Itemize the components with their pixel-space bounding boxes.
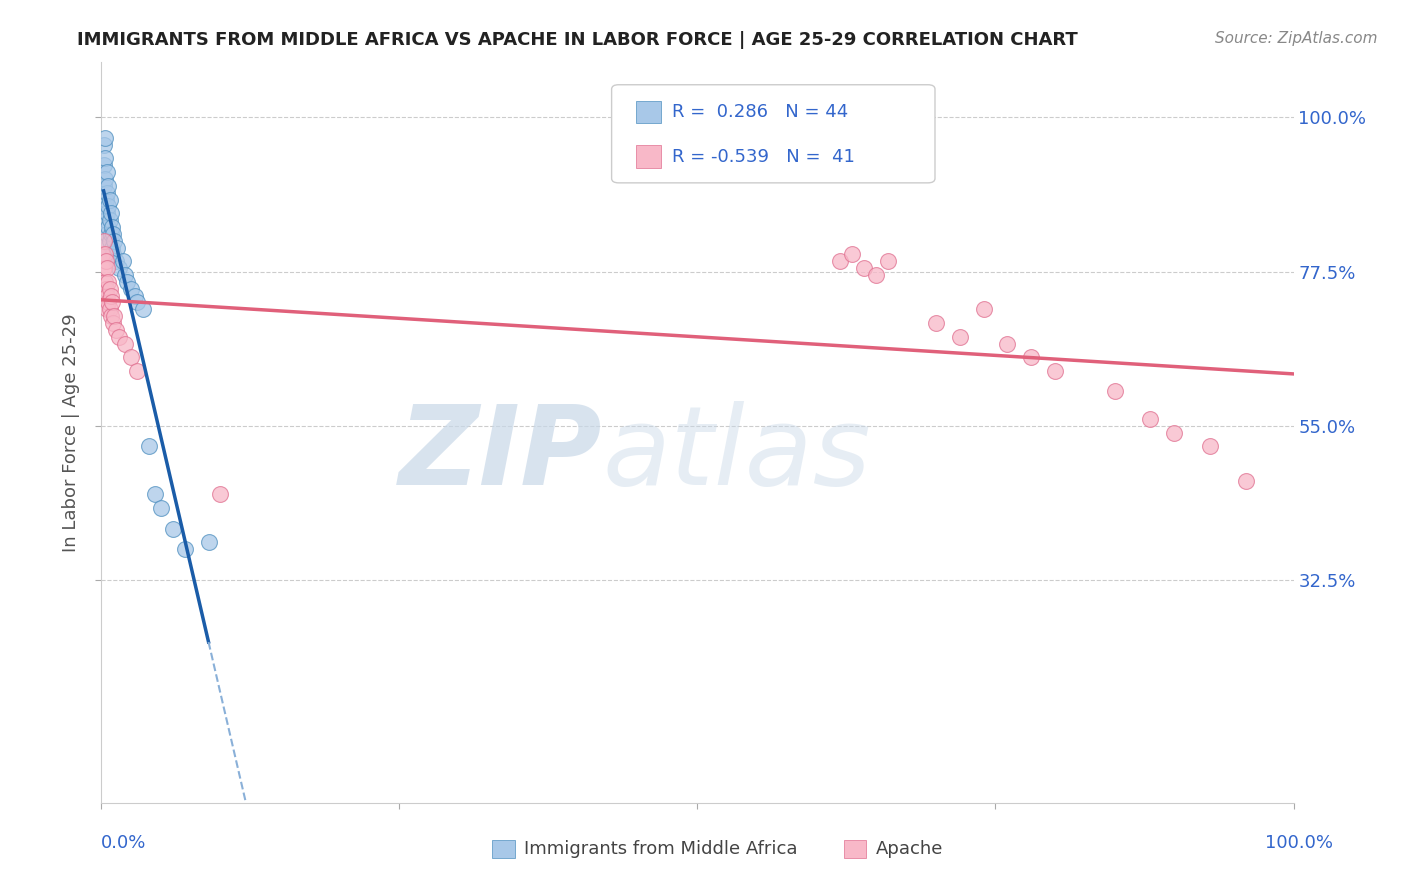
Point [94,152,117,166]
Point [96,261,118,276]
Point [125,295,148,310]
Point [101,227,124,241]
Point [94,213,117,227]
Point [94,254,117,268]
Point [114,336,136,351]
Point [124,288,146,302]
Point [100,206,122,220]
Point [94,131,117,145]
Point [114,268,136,282]
Point [108,329,131,343]
Point [96,206,118,220]
Point [1139,412,1161,426]
Point [97,295,120,310]
Point [973,302,995,317]
Point [93,137,115,152]
Point [841,247,863,261]
Point [96,288,118,302]
Point [1163,425,1185,440]
Point [101,316,124,330]
Point [995,336,1018,351]
Point [96,227,118,241]
Point [877,254,900,268]
Point [94,193,117,207]
Point [162,522,184,536]
Point [830,254,852,268]
Point [111,254,134,268]
Text: Immigrants from Middle Africa: Immigrants from Middle Africa [524,840,799,858]
Point [101,247,124,261]
Point [94,172,117,186]
Text: 100.0%: 100.0% [1265,834,1333,852]
Point [103,234,125,248]
Point [94,234,117,248]
Point [173,542,195,557]
Point [120,282,142,296]
Point [93,261,115,276]
Point [93,234,115,248]
Point [91,247,114,261]
Point [143,487,166,501]
Text: 0.0%: 0.0% [101,834,146,852]
Point [132,302,155,317]
Point [98,193,121,207]
Point [96,247,118,261]
Point [98,302,121,317]
Point [117,275,139,289]
Point [1104,384,1126,399]
Point [108,261,131,276]
Point [209,487,232,501]
Point [120,350,142,364]
Point [925,316,948,330]
Point [94,275,117,289]
Point [104,323,127,337]
Point [94,282,117,296]
Point [96,165,118,179]
Text: IMMIGRANTS FROM MIDDLE AFRICA VS APACHE IN LABOR FORCE | AGE 25-29 CORRELATION C: IMMIGRANTS FROM MIDDLE AFRICA VS APACHE … [77,31,1078,49]
Point [97,219,120,234]
Point [1234,474,1257,488]
Y-axis label: In Labor Force | Age 25-29: In Labor Force | Age 25-29 [62,313,80,552]
Point [1199,439,1222,453]
Point [100,288,122,302]
Point [125,364,148,378]
Point [94,247,117,261]
Point [101,240,124,255]
Point [98,213,121,227]
Point [96,186,118,200]
Point [93,178,115,193]
Point [98,282,121,296]
Text: atlas: atlas [602,401,870,508]
Text: ZIP: ZIP [398,401,602,508]
Point [97,275,120,289]
Point [100,309,122,323]
Point [103,309,125,323]
Text: R =  0.286   N = 44: R = 0.286 N = 44 [672,103,848,121]
Text: Apache: Apache [876,840,943,858]
Point [98,234,121,248]
Point [93,199,115,213]
Text: Source: ZipAtlas.com: Source: ZipAtlas.com [1215,31,1378,46]
Point [1019,350,1042,364]
Point [97,178,120,193]
Point [93,158,115,172]
Point [853,261,876,276]
Point [138,439,160,453]
Point [96,302,118,317]
Point [101,219,124,234]
Point [104,254,127,268]
Point [949,329,972,343]
Point [97,199,120,213]
Point [1043,364,1066,378]
Text: R = -0.539   N =  41: R = -0.539 N = 41 [672,147,855,166]
Point [149,501,172,516]
Point [105,240,128,255]
Point [197,535,219,549]
Point [101,295,124,310]
Point [100,227,122,241]
Point [865,268,887,282]
